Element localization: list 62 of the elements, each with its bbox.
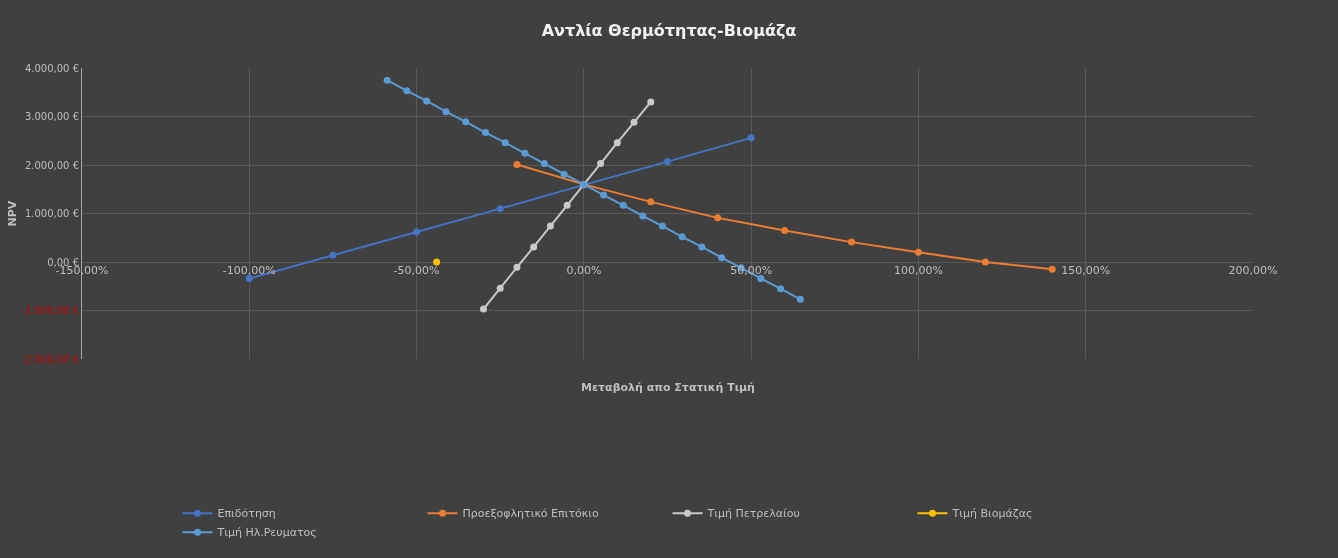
point xyxy=(781,226,789,234)
x-axis-title: Μεταβολή απο Στατική Τιμή xyxy=(581,381,755,394)
point xyxy=(647,198,655,206)
point xyxy=(496,205,504,213)
y-tick-label: 1.000,00 € xyxy=(24,208,79,219)
point xyxy=(442,108,450,116)
point xyxy=(481,129,489,137)
point xyxy=(597,160,605,168)
point xyxy=(658,222,666,230)
point xyxy=(560,170,568,178)
point xyxy=(613,139,621,147)
y-tick-label: -1.000,00 € xyxy=(21,305,79,316)
point xyxy=(848,238,856,246)
legend-label: Τιμή Πετρελαίου xyxy=(706,507,800,521)
point xyxy=(647,98,655,106)
legend-label: Τιμή Βιομάζας xyxy=(951,507,1033,521)
point xyxy=(747,134,755,142)
point xyxy=(639,212,647,220)
x-tick-label: 200,00% xyxy=(1228,264,1278,277)
point xyxy=(981,258,989,266)
point xyxy=(630,118,638,126)
point xyxy=(678,233,686,241)
point xyxy=(540,160,548,168)
point xyxy=(462,118,470,126)
point xyxy=(513,263,521,271)
point xyxy=(403,87,411,95)
x-tick-label: 150,00% xyxy=(1061,264,1111,277)
chart-title: Αντλία Θερμότητας-Βιομάζα xyxy=(541,21,797,41)
point xyxy=(413,228,421,236)
point xyxy=(698,243,706,251)
legend-label: Επιδότηση xyxy=(217,507,276,521)
x-tick-label: 100,00% xyxy=(893,264,943,277)
point xyxy=(479,305,487,313)
point xyxy=(496,284,504,292)
point xyxy=(423,97,431,105)
point xyxy=(521,149,529,157)
point xyxy=(796,295,804,303)
x-tick-label: -50,00% xyxy=(393,264,440,277)
legend-label: Τιμή Ηλ.Ρευματος xyxy=(216,526,317,540)
point xyxy=(383,76,391,84)
point xyxy=(714,214,722,222)
point xyxy=(546,222,554,230)
x-tick-label: -100,00% xyxy=(222,264,276,277)
y-axis-title: NPV xyxy=(5,200,19,227)
point xyxy=(777,285,785,293)
point xyxy=(329,251,337,259)
point xyxy=(530,243,538,251)
point xyxy=(501,139,509,147)
y-tick-label: -2.000,00 € xyxy=(21,353,79,365)
point xyxy=(718,254,726,262)
y-tick-label: 4.000,00 € xyxy=(24,62,79,74)
point xyxy=(619,201,627,209)
point xyxy=(914,248,922,256)
legend-label: Προεξοφλητικό Επιτόκιο xyxy=(462,507,599,521)
point xyxy=(664,158,671,166)
point xyxy=(600,191,608,199)
point xyxy=(1048,265,1056,273)
y-tick-label: 3.000,00 € xyxy=(24,111,79,122)
point xyxy=(563,201,571,209)
y-tick-label: 2.000,00 € xyxy=(24,159,79,171)
point xyxy=(513,161,521,169)
x-tick-label: 0,00% xyxy=(566,264,602,277)
